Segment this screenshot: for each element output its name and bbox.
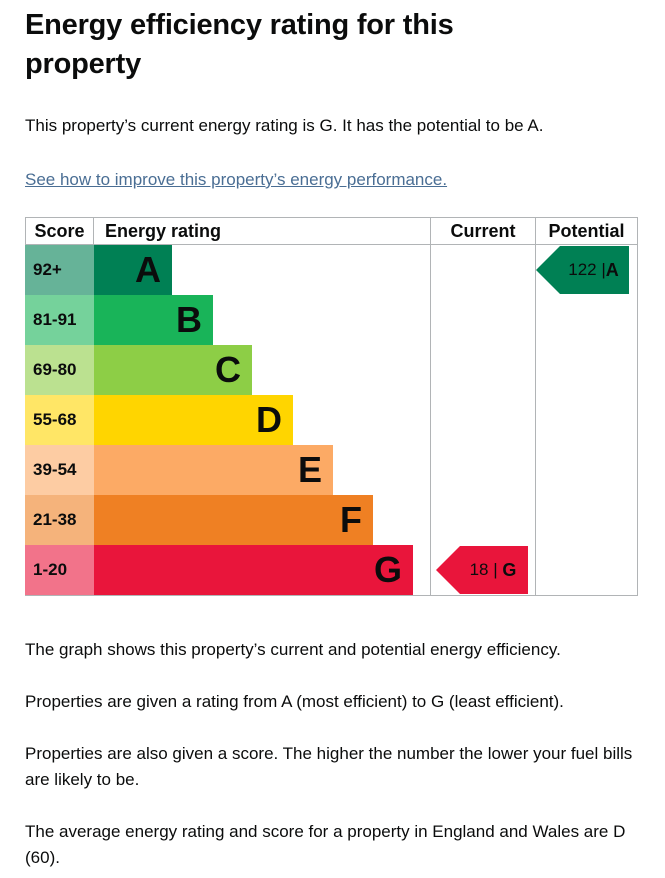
rating-letter: F <box>340 499 362 540</box>
rating-letter: C <box>215 349 241 390</box>
score-cell: 1-20 <box>25 545 94 595</box>
current-score-value: 18 | <box>469 560 503 579</box>
score-cell: 21-38 <box>25 495 94 545</box>
chart-header: Score Energy rating Current Potential <box>25 218 638 245</box>
band-row-b: 81-91 B <box>25 295 638 345</box>
score-cell: 81-91 <box>25 295 94 345</box>
band-row-c: 69-80 C <box>25 345 638 395</box>
rating-letter: D <box>256 399 282 440</box>
improve-link-row: See how to improve this property’s energ… <box>25 167 638 193</box>
summary-text: This property’s current energy rating is… <box>25 116 544 135</box>
score-cell: 69-80 <box>25 345 94 395</box>
column-divider <box>535 245 536 595</box>
paragraph-graph-shows: The graph shows this property’s current … <box>25 640 561 659</box>
paragraph-average-rating: The average energy rating and score for … <box>25 822 626 867</box>
band-row-f: 21-38 F <box>25 495 638 545</box>
score-cell: 55-68 <box>25 395 94 445</box>
score-cell: 39-54 <box>25 445 94 495</box>
paragraph-score-info: Properties are also given a score. The h… <box>25 744 633 789</box>
band-row-g: 1-20 G <box>25 545 638 595</box>
rating-bar: F <box>94 495 373 545</box>
potential-score-value: 122 | <box>568 260 606 279</box>
column-divider <box>637 245 638 595</box>
chart-body: 92+ A 81-91 B 69-80 C 55-68 D 39-54 E 21… <box>25 245 638 595</box>
current-rating-letter: G <box>502 559 517 580</box>
band-row-e: 39-54 E <box>25 445 638 495</box>
potential-rating-letter: A <box>605 259 619 280</box>
rating-bar: D <box>94 395 293 445</box>
improve-link[interactable]: See how to improve this property’s energ… <box>25 170 448 189</box>
rating-letter: E <box>297 449 322 490</box>
paragraph-rating-scale: Properties are given a rating from A (mo… <box>25 692 564 711</box>
rating-bar: A <box>94 245 172 295</box>
rating-letter: A <box>135 249 161 290</box>
rating-bar: B <box>94 295 213 345</box>
rating-bar: C <box>94 345 252 395</box>
rating-bar: E <box>94 445 333 495</box>
rating-bar: G <box>94 545 413 595</box>
chart-header-current: Current <box>430 218 535 244</box>
band-row-a: 92+ A <box>25 245 638 295</box>
column-divider <box>430 245 431 595</box>
chart-header-score: Score <box>25 218 94 244</box>
chart-header-potential: Potential <box>535 218 638 244</box>
rating-letter: G <box>373 549 402 590</box>
band-row-d: 55-68 D <box>25 395 638 445</box>
page-title: Energy efficiency rating for this proper… <box>25 9 454 80</box>
rating-letter: B <box>176 299 202 340</box>
epc-rating-chart: Score Energy rating Current Potential 92… <box>25 217 638 596</box>
score-cell: 92+ <box>25 245 94 295</box>
chart-header-energy-rating: Energy rating <box>105 220 222 241</box>
